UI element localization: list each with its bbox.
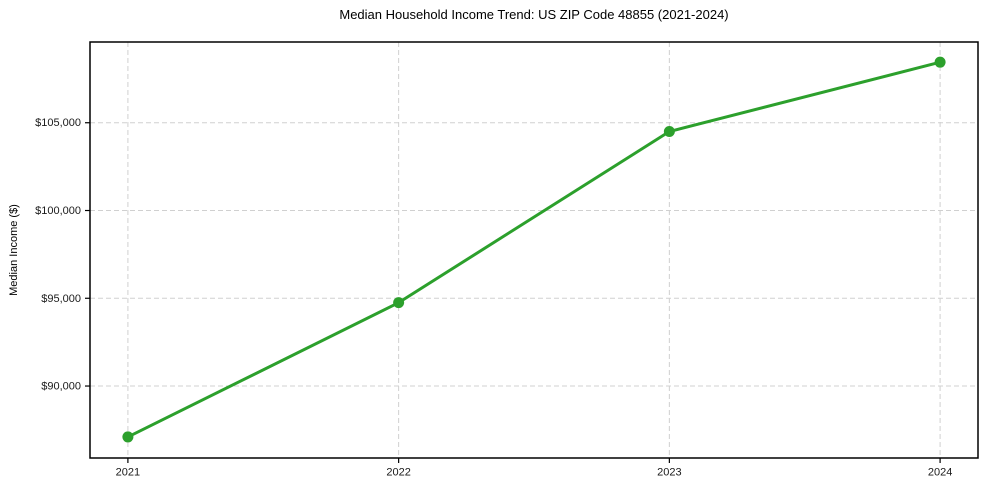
data-point-marker	[122, 431, 134, 443]
y-tick-label: $90,000	[41, 381, 81, 393]
y-tick-label: $95,000	[41, 293, 81, 305]
x-tick-label: 2022	[386, 467, 410, 479]
data-line	[126, 60, 942, 439]
y-tick-label: $100,000	[35, 205, 81, 217]
y-tick-label: $105,000	[35, 117, 81, 129]
plot-border	[89, 41, 979, 459]
x-tick-label: 2024	[928, 467, 952, 479]
chart-title: Median Household Income Trend: US ZIP Co…	[339, 7, 729, 22]
data-point-marker	[393, 297, 405, 309]
data-point-marker	[663, 126, 675, 138]
data-point-marker	[934, 56, 946, 68]
x-tick-label: 2021	[116, 467, 140, 479]
x-tick-label: 2023	[657, 467, 681, 479]
